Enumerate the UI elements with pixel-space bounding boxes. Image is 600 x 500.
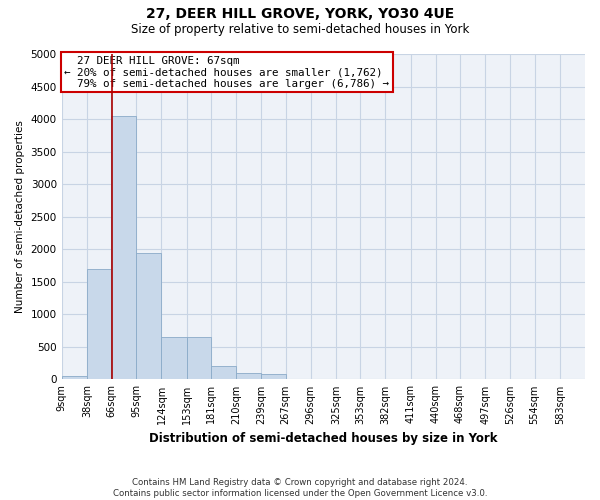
Bar <box>62 376 87 380</box>
Bar <box>236 373 261 380</box>
Text: 27 DEER HILL GROVE: 67sqm  
← 20% of semi-detached houses are smaller (1,762)
  : 27 DEER HILL GROVE: 67sqm ← 20% of semi-… <box>64 56 389 89</box>
Bar <box>211 366 236 380</box>
Y-axis label: Number of semi-detached properties: Number of semi-detached properties <box>15 120 25 313</box>
Text: Contains HM Land Registry data © Crown copyright and database right 2024.
Contai: Contains HM Land Registry data © Crown c… <box>113 478 487 498</box>
Bar <box>161 337 187 380</box>
Text: Size of property relative to semi-detached houses in York: Size of property relative to semi-detach… <box>131 22 469 36</box>
X-axis label: Distribution of semi-detached houses by size in York: Distribution of semi-detached houses by … <box>149 432 497 445</box>
Bar <box>136 252 161 380</box>
Text: 27, DEER HILL GROVE, YORK, YO30 4UE: 27, DEER HILL GROVE, YORK, YO30 4UE <box>146 8 454 22</box>
Bar <box>111 116 136 380</box>
Bar <box>187 337 211 380</box>
Bar <box>261 374 286 380</box>
Bar <box>87 269 111 380</box>
